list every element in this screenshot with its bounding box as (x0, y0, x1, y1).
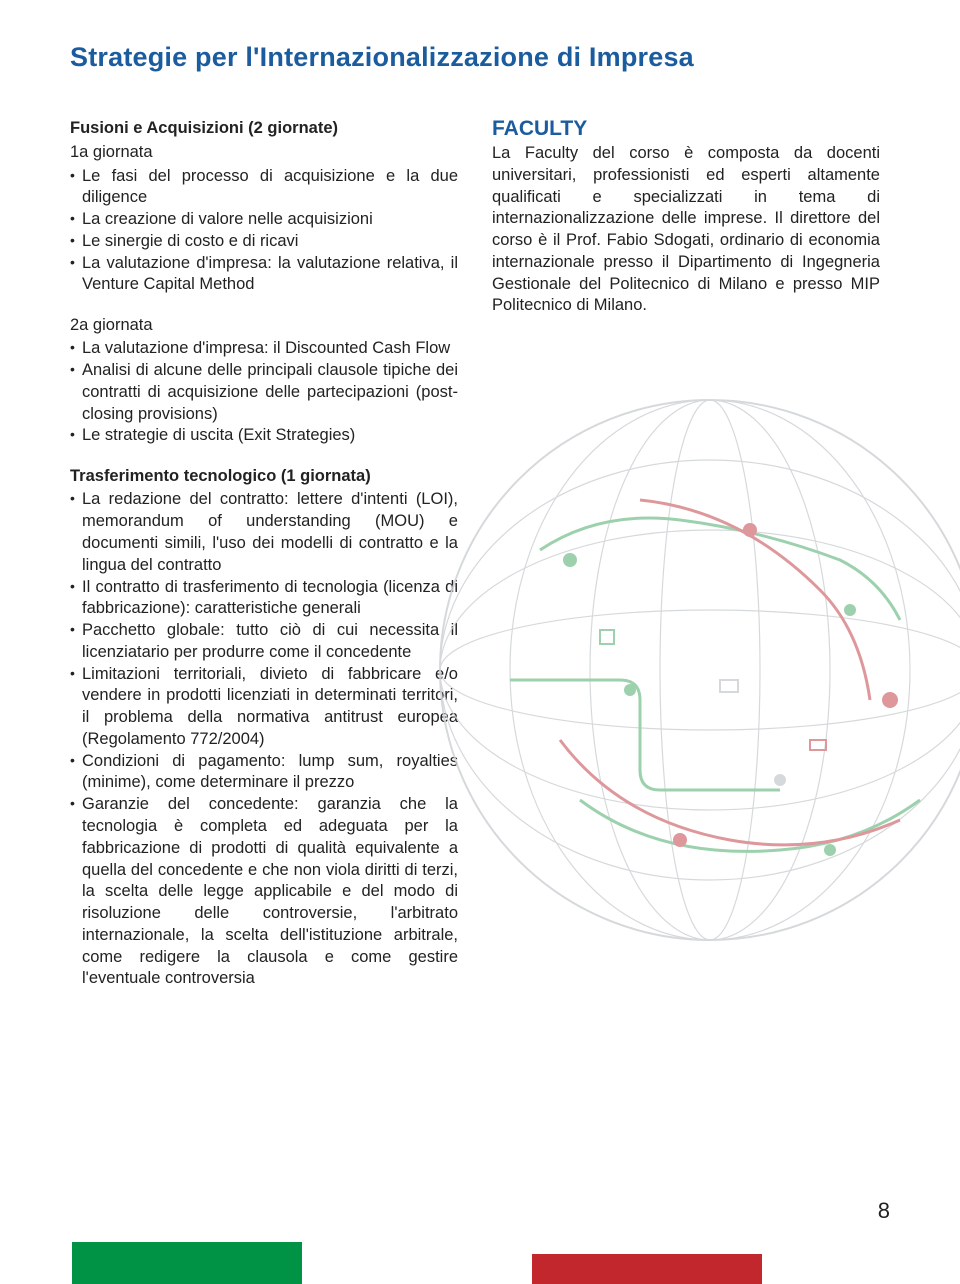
list-item: La creazione di valore nelle acquisizion… (70, 209, 458, 231)
footer-flag-bars (0, 1224, 960, 1284)
list-item: Condizioni di pagamento: lump sum, royal… (70, 751, 458, 795)
right-column: FACULTY La Faculty del corso è composta … (492, 117, 880, 1008)
two-column-layout: Fusioni e Acquisizioni (2 giornate) 1a g… (70, 117, 890, 1008)
list-item: Il contratto di trasferimento di tecnolo… (70, 577, 458, 621)
page-title: Strategie per l'Internazionalizzazione d… (70, 42, 890, 73)
section-heading: Trasferimento tecnologico (1 giornata) (70, 465, 458, 487)
day1-list: Le fasi del processo di acquisizione e l… (70, 166, 458, 297)
left-column: Fusioni e Acquisizioni (2 giornate) 1a g… (70, 117, 458, 1008)
faculty-heading: FACULTY (492, 117, 880, 141)
list-item: La valutazione d'impresa: la valutazione… (70, 253, 458, 297)
list-item: Le sinergie di costo e di ricavi (70, 231, 458, 253)
list-item: Garanzie del concedente: garanzia che la… (70, 794, 458, 990)
flag-bar-green (72, 1242, 302, 1284)
day2-label: 2a giornata (70, 314, 458, 336)
section-trasferimento: Trasferimento tecnologico (1 giornata) L… (70, 465, 458, 990)
list-item: Analisi di alcune delle principali claus… (70, 360, 458, 425)
faculty-body: La Faculty del corso è composta da docen… (492, 143, 880, 317)
flag-bar-white (302, 1242, 532, 1284)
flag-bar-red (532, 1254, 762, 1284)
section-heading: Fusioni e Acquisizioni (2 giornate) (70, 117, 458, 139)
list-item: La redazione del contratto: lettere d'in… (70, 489, 458, 576)
list-item: Le fasi del processo di acquisizione e l… (70, 166, 458, 210)
day2-list: La valutazione d'impresa: il Discounted … (70, 338, 458, 447)
trasferimento-list: La redazione del contratto: lettere d'in… (70, 489, 458, 990)
list-item: Le strategie di uscita (Exit Strategies) (70, 425, 458, 447)
day1-label: 1a giornata (70, 141, 458, 163)
list-item: Pacchetto globale: tutto ciò di cui nece… (70, 620, 458, 664)
list-item: La valutazione d'impresa: il Discounted … (70, 338, 458, 360)
section-fusioni: Fusioni e Acquisizioni (2 giornate) 1a g… (70, 117, 458, 447)
list-item: Limitazioni territoriali, divieto di fab… (70, 664, 458, 751)
page-number: 8 (878, 1198, 890, 1224)
